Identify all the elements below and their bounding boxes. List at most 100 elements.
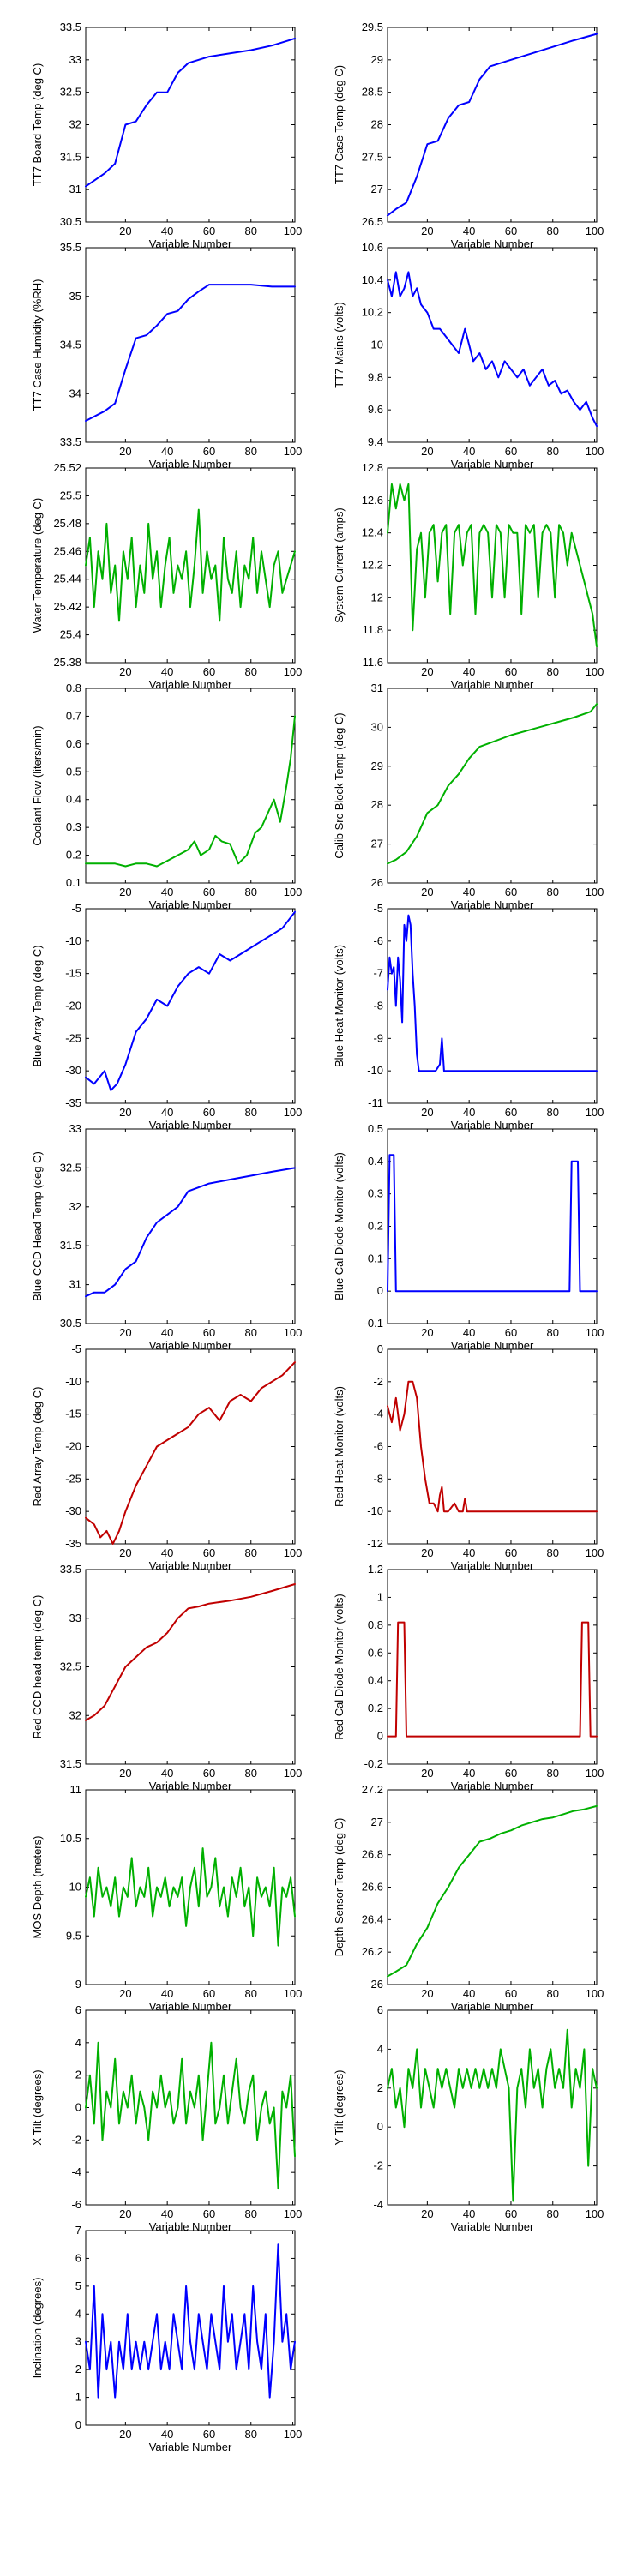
y-tick-label: -15 — [65, 1408, 81, 1420]
series-line — [387, 2028, 598, 2202]
plot-frame — [85, 1348, 296, 1545]
x-tick-label: 20 — [119, 1106, 131, 1119]
series-line — [85, 2243, 296, 2399]
x-tick-label: 60 — [505, 1546, 517, 1559]
plot-frame — [85, 2009, 296, 2206]
y-tick-label: -10 — [65, 1375, 81, 1388]
plot-frame — [85, 688, 296, 884]
y-tick-label: 30 — [371, 720, 383, 733]
y-tick-label: -12 — [367, 1537, 383, 1550]
chart-panel-2: 20 40 60 80 100 26.5 27 27.5 28 28.5 29 29.5 Variabl… — [333, 21, 604, 250]
x-tick-label: 80 — [245, 1326, 257, 1339]
y-tick-label: 33.5 — [60, 21, 81, 33]
plot-frame — [387, 247, 598, 443]
chart-panel-4: 20 40 60 80 100 9.4 9.6 9.8 10 10.2 10.4 10.6 Variab… — [333, 241, 604, 471]
x-tick-label: 20 — [119, 886, 131, 898]
x-tick-label: 40 — [463, 1326, 475, 1339]
y-tick-label: 25.44 — [53, 573, 81, 585]
x-tick-label: 20 — [421, 1767, 433, 1780]
y-tick-label: -8 — [373, 1472, 383, 1485]
x-tick-label: 60 — [505, 445, 517, 458]
y-tick-label: -35 — [65, 1537, 81, 1550]
x-tick-label: 100 — [284, 1767, 303, 1780]
y-tick-label: 10.6 — [362, 241, 383, 254]
y-tick-label: 0.2 — [368, 1702, 383, 1714]
x-axis-label: Variable Number — [149, 1119, 232, 1132]
x-tick-label: 100 — [586, 1106, 604, 1119]
y-tick-label: 0.1 — [368, 1252, 383, 1264]
series-line — [85, 1361, 296, 1545]
y-tick-label: 29.5 — [362, 21, 383, 33]
y-tick-label: -10 — [367, 1504, 383, 1517]
y-axis-label: Red Heat Monitor (volts) — [333, 1386, 346, 1507]
x-tick-label: 60 — [203, 1987, 215, 2000]
y-tick-label: 0.6 — [66, 737, 81, 750]
y-tick-label: 33.5 — [60, 435, 81, 448]
plot-frame — [85, 2230, 296, 2426]
x-tick-label: 40 — [463, 886, 475, 898]
y-tick-label: 35.5 — [60, 241, 81, 254]
chart-panel-20: 20 40 60 80 100 -4 -2 0 2 4 6 Variable Number Y Tilt… — [333, 2003, 604, 2233]
y-tick-label: 35 — [69, 290, 81, 303]
x-tick-label: 60 — [203, 1767, 215, 1780]
y-tick-label: 10 — [69, 1881, 81, 1894]
y-axis-label: Blue Array Temp (deg C) — [31, 945, 44, 1066]
x-tick-label: 60 — [505, 225, 517, 237]
x-tick-label: 100 — [284, 445, 303, 458]
y-tick-label: 10.4 — [362, 273, 383, 286]
y-tick-label: 25.5 — [60, 489, 81, 501]
y-tick-label: -2 — [373, 2159, 383, 2172]
series-line — [85, 1847, 296, 1947]
x-tick-label: 40 — [463, 1106, 475, 1119]
x-axis-label: Variable Number — [451, 1339, 534, 1352]
x-tick-label: 60 — [203, 886, 215, 898]
y-axis-label: Depth Sensor Temp (deg C) — [333, 1818, 346, 1957]
y-tick-label: 32 — [69, 118, 81, 131]
x-tick-label: 20 — [119, 2428, 131, 2441]
x-tick-label: 100 — [586, 1546, 604, 1559]
y-tick-label: 0.7 — [66, 709, 81, 722]
x-tick-label: 60 — [203, 445, 215, 458]
x-tick-label: 60 — [505, 1987, 517, 2000]
series-line — [85, 1583, 296, 1721]
chart-panel-5: 20 40 60 80 100 25.38 25.4 25.42 25.44 25.46 25.48… — [31, 461, 302, 691]
x-tick-label: 80 — [245, 1546, 257, 1559]
x-tick-label: 80 — [547, 1326, 559, 1339]
y-tick-label: 30.5 — [60, 215, 81, 228]
series-line — [387, 483, 598, 648]
y-tick-label: 33 — [69, 53, 81, 66]
y-tick-label: 0 — [377, 1730, 383, 1743]
y-axis-label: TT7 Case Humidity (%RH) — [31, 279, 44, 411]
y-tick-label: 28 — [371, 798, 383, 811]
x-tick-label: 20 — [119, 665, 131, 678]
series-line — [85, 508, 296, 622]
chart-panel-19: 20 40 60 80 100 -6 -4 -2 0 2 4 6 Variable Number X Ti… — [31, 2003, 302, 2233]
plot-frame — [387, 1789, 598, 1985]
series-line — [387, 703, 598, 865]
x-tick-label: 40 — [463, 1767, 475, 1780]
y-tick-label: -2 — [373, 1375, 383, 1388]
x-axis-label: Variable Number — [451, 1559, 534, 1572]
y-axis-label: Coolant Flow (liters/min) — [31, 725, 44, 845]
y-tick-label: 31.5 — [60, 150, 81, 163]
chart-panel-11: 20 40 60 80 100 30.5 31 31.5 32 32.5 33 Variable Nu… — [31, 1122, 302, 1352]
y-axis-label: X Tilt (degrees) — [31, 2069, 44, 2145]
y-tick-label: -5 — [71, 902, 81, 915]
y-tick-label: 0.5 — [66, 765, 81, 778]
y-tick-label: 10.5 — [60, 1832, 81, 1845]
y-tick-label: 12 — [371, 591, 383, 603]
chart-panel-21: 20 40 60 80 100 0 1 2 3 4 5 6 7 Variable Number Inclin… — [31, 2224, 302, 2453]
chart-panel-14: 20 40 60 80 100 -12 -10 -8 -6 -4 -2 0 Variable Numbe… — [333, 1342, 604, 1572]
y-tick-label: 31.5 — [60, 1757, 81, 1770]
y-tick-label: 28.5 — [362, 86, 383, 99]
y-tick-label: 32.5 — [60, 86, 81, 99]
x-tick-label: 60 — [505, 886, 517, 898]
y-axis-label: TT7 Mains (volts) — [333, 302, 346, 387]
y-tick-label: 1 — [75, 2391, 81, 2404]
x-axis-label: Variable Number — [451, 2000, 534, 2013]
x-tick-label: 20 — [421, 225, 433, 237]
plot-frame — [387, 27, 598, 223]
x-axis-label: Variable Number — [451, 237, 534, 250]
x-tick-label: 20 — [119, 1987, 131, 2000]
y-axis-label: MOS Depth (meters) — [31, 1836, 44, 1939]
